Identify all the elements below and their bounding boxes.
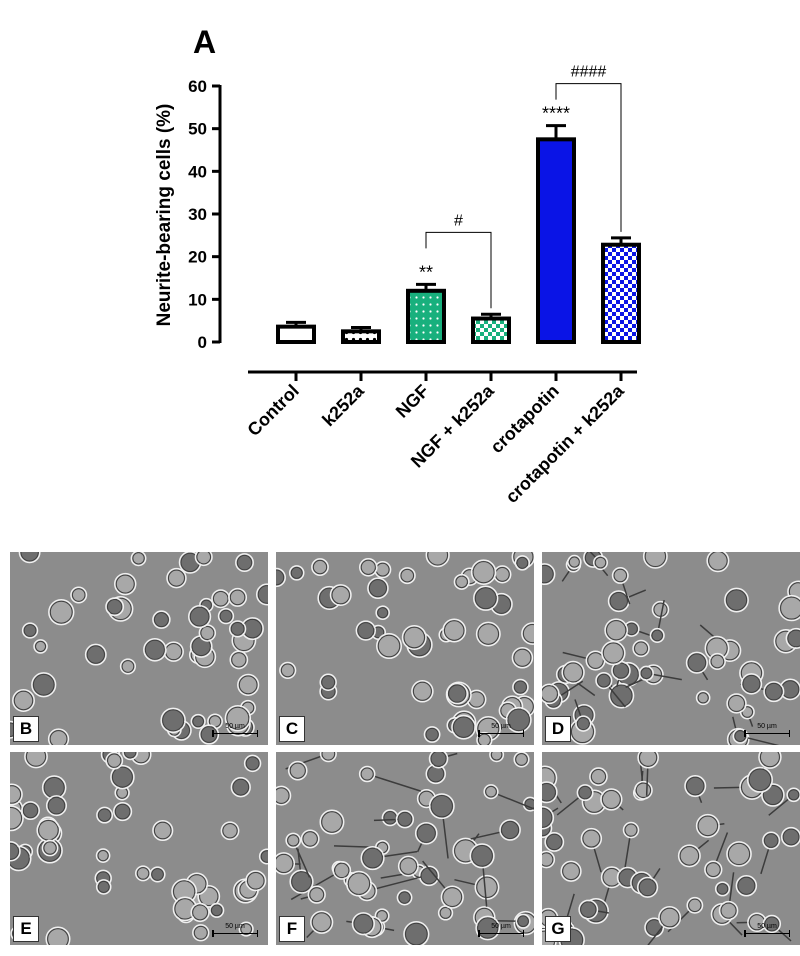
y-tick-label: 0 (198, 333, 207, 352)
significance-label: **** (542, 104, 570, 124)
panel-label: A (193, 24, 216, 60)
bar-group (341, 325, 381, 345)
y-axis: 0 10 20 30 40 50 60 (188, 77, 222, 352)
bar (601, 242, 641, 344)
panel-letter: C (279, 716, 305, 742)
scale-bar-line (212, 730, 258, 736)
comparison-bracket: #### (555, 64, 622, 232)
micrograph-panel-d: D 50 µm (542, 552, 800, 745)
comparison-label: #### (571, 64, 607, 81)
significance-label: ** (419, 262, 433, 282)
bars (276, 124, 641, 345)
y-tick-label: 20 (188, 248, 207, 267)
scale-bar-label: 50 µm (757, 723, 777, 730)
y-tick-label: 10 (188, 290, 207, 309)
micrograph-image (10, 752, 268, 945)
scale-bar: 50 µm (212, 723, 258, 737)
micrograph-panel-e: E 50 µm (10, 752, 268, 945)
y-tick-label: 50 (188, 120, 207, 139)
scale-bar-line (744, 930, 790, 936)
scale-bar-label: 50 µm (757, 923, 777, 930)
scale-bar-line (478, 730, 524, 736)
y-tick-label: 60 (188, 77, 207, 96)
x-axis (248, 370, 637, 381)
comparison-bracket: # (425, 212, 492, 309)
scale-bar: 50 µm (478, 723, 524, 737)
bar-group (276, 320, 316, 345)
bar-group (406, 282, 446, 344)
bar (341, 329, 381, 345)
scale-bar: 50 µm (212, 923, 258, 937)
bar (276, 324, 316, 345)
y-tick-label: 30 (188, 205, 207, 224)
bar (471, 316, 511, 344)
bar (406, 288, 446, 344)
panel-letter: E (13, 916, 39, 942)
scale-bar-line (212, 930, 258, 936)
bar (536, 137, 576, 344)
micrograph-image (276, 752, 534, 945)
micrograph-image (10, 552, 268, 745)
micrograph-image (542, 752, 800, 945)
micrograph-panel-b: B 50 µm (10, 552, 268, 745)
scale-bar: 50 µm (744, 723, 790, 737)
scale-bar-label: 50 µm (225, 923, 245, 930)
x-tick-label: NGF (392, 381, 433, 422)
scale-bar: 50 µm (744, 923, 790, 937)
scale-bar-line (478, 930, 524, 936)
comparison-label: # (454, 212, 463, 229)
bar-group (601, 236, 641, 344)
x-tick-label: crotapotin + k252a (502, 380, 629, 507)
bar-group (471, 312, 511, 344)
micrograph-image (542, 552, 800, 745)
micrograph-panel-c: C 50 µm (276, 552, 534, 745)
bracket-line (555, 83, 622, 232)
micrograph-panel-f: F 50 µm (276, 752, 534, 945)
micrograph-panel-g: G 50 µm (542, 752, 800, 945)
bracket-line (425, 231, 492, 309)
panel-letter: D (545, 716, 571, 742)
y-axis-label: Neurite-bearing cells (%) (154, 104, 175, 327)
x-tick-label: Control (243, 381, 302, 440)
x-tick-label: k252a (318, 380, 368, 430)
scale-bar-label: 50 µm (225, 723, 245, 730)
bar-group (536, 124, 576, 344)
panel-letter: B (13, 716, 39, 742)
micrograph-image (276, 552, 534, 745)
significance-annotations: ******##### (419, 64, 622, 309)
scale-bar-label: 50 µm (491, 723, 511, 730)
y-tick-label: 40 (188, 162, 207, 181)
bar-chart: A Neurite-bearing cells (%) 0 10 20 30 40 50 6… (154, 24, 641, 507)
scale-bar: 50 µm (478, 923, 524, 937)
scale-bar-label: 50 µm (491, 923, 511, 930)
panel-letter: G (545, 916, 571, 942)
panel-letter: F (279, 916, 305, 942)
scale-bar-line (744, 730, 790, 736)
